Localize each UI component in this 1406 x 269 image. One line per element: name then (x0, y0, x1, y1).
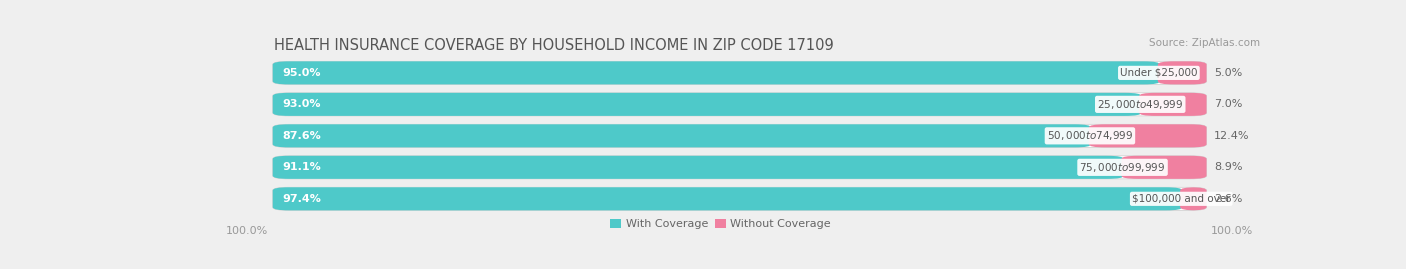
FancyBboxPatch shape (1180, 187, 1206, 210)
FancyBboxPatch shape (1088, 124, 1206, 147)
FancyBboxPatch shape (273, 124, 1091, 147)
Text: 97.4%: 97.4% (283, 194, 322, 204)
Legend: With Coverage, Without Coverage: With Coverage, Without Coverage (606, 215, 835, 234)
Text: 12.4%: 12.4% (1215, 131, 1250, 141)
FancyBboxPatch shape (273, 187, 1206, 210)
FancyBboxPatch shape (273, 156, 1123, 179)
FancyBboxPatch shape (273, 61, 1206, 84)
FancyBboxPatch shape (1157, 61, 1206, 84)
Text: Under $25,000: Under $25,000 (1121, 68, 1198, 78)
FancyBboxPatch shape (273, 93, 1142, 116)
Text: 95.0%: 95.0% (283, 68, 321, 78)
Text: $75,000 to $99,999: $75,000 to $99,999 (1080, 161, 1166, 174)
Text: Source: ZipAtlas.com: Source: ZipAtlas.com (1149, 38, 1260, 48)
Text: 93.0%: 93.0% (283, 99, 321, 109)
FancyBboxPatch shape (273, 124, 1206, 147)
FancyBboxPatch shape (273, 187, 1182, 210)
Text: 87.6%: 87.6% (283, 131, 322, 141)
FancyBboxPatch shape (1139, 93, 1206, 116)
Text: $50,000 to $74,999: $50,000 to $74,999 (1047, 129, 1133, 142)
FancyBboxPatch shape (1122, 156, 1206, 179)
Text: $100,000 and over: $100,000 and over (1132, 194, 1230, 204)
Text: 2.6%: 2.6% (1215, 194, 1243, 204)
Text: 5.0%: 5.0% (1215, 68, 1243, 78)
FancyBboxPatch shape (273, 156, 1206, 179)
FancyBboxPatch shape (273, 61, 1160, 84)
Text: 100.0%: 100.0% (226, 226, 269, 236)
Text: 91.1%: 91.1% (283, 162, 322, 172)
Text: 100.0%: 100.0% (1211, 226, 1253, 236)
Text: HEALTH INSURANCE COVERAGE BY HOUSEHOLD INCOME IN ZIP CODE 17109: HEALTH INSURANCE COVERAGE BY HOUSEHOLD I… (274, 38, 834, 54)
FancyBboxPatch shape (273, 93, 1206, 116)
Text: 7.0%: 7.0% (1215, 99, 1243, 109)
Text: $25,000 to $49,999: $25,000 to $49,999 (1097, 98, 1184, 111)
Text: 8.9%: 8.9% (1215, 162, 1243, 172)
